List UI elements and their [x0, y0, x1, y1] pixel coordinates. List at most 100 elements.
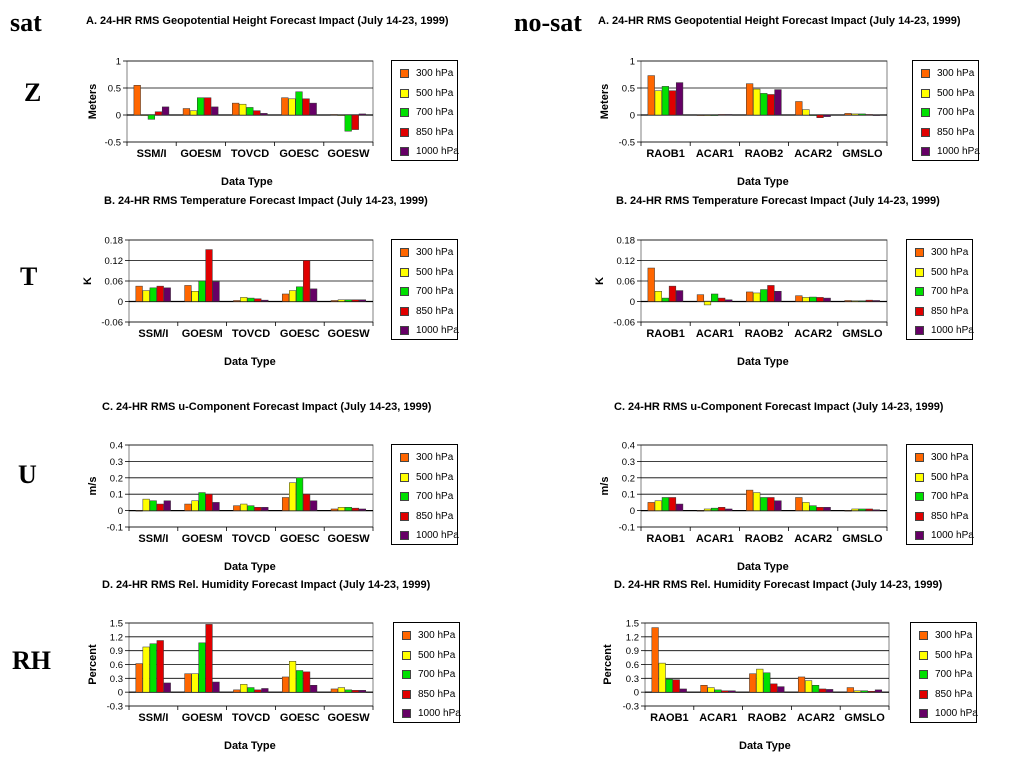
legend-label: 300 hPa [931, 247, 969, 259]
bar-nosat-u-4-1 [851, 508, 859, 511]
legend-swatch [919, 631, 928, 641]
legend-swatch [919, 650, 928, 660]
legend-swatch [400, 147, 409, 157]
x-tick-label: ACAR2 [794, 328, 832, 340]
bar-nosat-rh-3-2 [812, 685, 820, 693]
legend-label: 700 hPa [416, 491, 454, 503]
legend-label: 500 hPa [416, 266, 454, 278]
x-tick-label: ACAR1 [696, 148, 734, 160]
legend-item: 300 hPa [402, 626, 455, 646]
bar-sat-z-4-4 [358, 113, 366, 116]
bar-nosat-t-1-0 [696, 294, 705, 302]
bar-nosat-t-4-4 [872, 300, 880, 302]
bar-nosat-z-4-3 [865, 114, 873, 116]
bar-sat-z-1-3 [204, 97, 212, 116]
bar-sat-u-2-0 [233, 505, 241, 511]
legend-label: 500 hPa [418, 649, 456, 661]
bar-nosat-u-1-1 [703, 508, 712, 511]
bar-sat-rh-3-4 [310, 685, 318, 693]
legend-nosat-u: 300 hPa 500 hPa 700 hPa 850 hPa 1000 hPa [906, 444, 974, 545]
bar-nosat-rh-1-2 [714, 689, 722, 693]
bar-sat-u-0-1 [142, 498, 150, 511]
x-tick-label: TOVCD [232, 533, 270, 545]
bar-nosat-u-3-1 [802, 502, 810, 511]
y-tick-label: 0.3 [110, 457, 123, 468]
x-tick-label: GOESC [280, 712, 320, 724]
legend-item: 1000 hPa [919, 704, 978, 724]
x-tick-label: GMSLO [842, 328, 883, 340]
chart-title-sat-u: C. 24-HR RMS u-Component Forecast Impact… [102, 401, 432, 413]
y-tick-label: 0.6 [626, 660, 639, 671]
legend-item: 700 hPa [915, 487, 969, 507]
y-tick-label: 0.5 [108, 84, 121, 95]
bar-nosat-z-4-0 [844, 113, 852, 116]
legend-item: 500 hPa [400, 468, 453, 488]
legend-item: 300 hPa [400, 243, 453, 263]
x-tick-label: RAOB1 [646, 533, 685, 545]
chart-sat-z: 1 0.5 0 -0.5 SSM/I GOESM TOVCD GOESC GOESW Meters [87, 57, 374, 160]
bar-sat-u-0-3 [156, 503, 164, 511]
bar-sat-rh-2-4 [261, 688, 269, 693]
bar-nosat-t-1-3 [718, 297, 726, 302]
legend-sat-t: 300 hPa 500 hPa 700 hPa 850 hPa 1000 hPa [391, 239, 459, 341]
y-tick-label: 0.6 [110, 660, 123, 671]
y-tick-label: 0.2 [110, 473, 123, 484]
legend-item: 1000 hPa [400, 321, 459, 341]
chart-title-nosat-t: B. 24-HR RMS Temperature Forecast Impact… [616, 195, 940, 207]
bar-nosat-u-4-0 [844, 510, 852, 512]
legend-swatch [919, 689, 928, 699]
x-axis-label-nosat-rh: Data Type [739, 740, 791, 752]
legend-label: 1000 hPa [416, 146, 459, 158]
chart-title-sat-t: B. 24-HR RMS Temperature Forecast Impact… [104, 195, 428, 207]
legend-swatch [400, 453, 409, 463]
bar-nosat-t-1-1 [703, 301, 712, 306]
legend-label: 500 hPa [931, 266, 969, 278]
legend-item: 300 hPa [919, 626, 973, 646]
bar-nosat-z-0-1 [654, 90, 662, 116]
x-tick-label: GMSLO [842, 533, 883, 545]
bar-sat-z-1-0 [182, 108, 191, 116]
legend-item: 700 hPa [400, 487, 454, 507]
legend-label: 300 hPa [935, 630, 973, 642]
legend-label: 700 hPa [931, 491, 969, 503]
bar-nosat-t-3-2 [809, 296, 817, 302]
bar-nosat-u-3-0 [795, 497, 803, 511]
bar-nosat-u-0-1 [654, 500, 662, 511]
x-tick-label: SSM/I [138, 328, 168, 340]
bar-sat-t-3-2 [296, 286, 304, 302]
bar-nosat-u-0-3 [668, 497, 677, 511]
bar-sat-u-3-4 [310, 500, 318, 511]
bar-sat-u-3-3 [303, 493, 311, 511]
legend-swatch [400, 108, 409, 118]
bar-sat-t-2-1 [240, 297, 248, 302]
x-axis-label-sat-z: Data Type [221, 176, 273, 188]
bar-sat-rh-3-1 [289, 661, 297, 693]
bar-nosat-rh-1-0 [700, 685, 708, 693]
x-tick-label: TOVCD [232, 328, 270, 340]
legend-swatch [400, 511, 409, 521]
x-axis-label-sat-t: Data Type [224, 356, 276, 368]
y-tick-label: 0.06 [617, 277, 636, 288]
legend-item: 500 hPa [915, 263, 969, 283]
bar-nosat-rh-4-2 [860, 690, 868, 693]
legend-swatch [402, 709, 411, 719]
x-axis-label-nosat-z: Data Type [737, 176, 789, 188]
bar-sat-t-1-2 [198, 280, 206, 302]
legend-item: 300 hPa [400, 448, 453, 468]
bar-nosat-z-3-0 [795, 101, 803, 116]
bar-sat-rh-3-3 [303, 671, 311, 693]
bar-sat-z-3-3 [302, 98, 310, 116]
bar-sat-t-0-2 [149, 287, 157, 302]
bar-nosat-u-0-0 [647, 502, 655, 511]
legend-label: 300 hPa [931, 452, 969, 464]
legend-item: 1000 hPa [915, 321, 974, 341]
bar-nosat-z-2-4 [774, 89, 782, 116]
bar-nosat-rh-2-2 [763, 672, 771, 693]
y-axis-label: Percent [87, 644, 99, 685]
bar-nosat-z-2-2 [760, 93, 768, 116]
x-axis-label-sat-rh: Data Type [224, 740, 276, 752]
bar-nosat-u-3-4 [823, 507, 831, 511]
legend-label: 1000 hPa [935, 708, 978, 720]
bar-sat-rh-2-1 [240, 684, 248, 693]
bar-nosat-t-0-0 [647, 267, 655, 302]
